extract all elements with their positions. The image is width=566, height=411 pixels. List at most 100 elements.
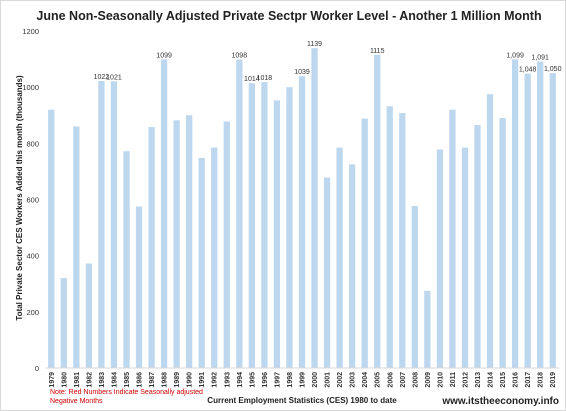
data-label-2005: 1115 xyxy=(370,48,385,55)
bar-1993 xyxy=(223,121,230,369)
x-tick-label: 2001 xyxy=(325,372,332,388)
bar-1999 xyxy=(298,76,306,369)
y-axis-label: Total Private Sector CES Workers Added t… xyxy=(15,75,24,321)
x-tick-label: 2003 xyxy=(350,372,357,388)
bar-2007 xyxy=(399,113,406,368)
note-line-1: Note: Red Numbers Indicate Seasonally ad… xyxy=(50,389,203,396)
y-tick-label: 400 xyxy=(26,252,39,261)
bar-2018 xyxy=(537,61,544,369)
bar-2003 xyxy=(349,164,356,368)
x-tick-label: 1995 xyxy=(249,372,256,388)
x-tick-label: 2016 xyxy=(513,372,520,388)
data-label-2000: 1139 xyxy=(307,41,322,48)
x-tick-label: 1998 xyxy=(287,372,294,388)
y-tick-label: 1000 xyxy=(22,83,39,92)
note-line-2: Negative Months xyxy=(50,398,103,405)
bar-1984 xyxy=(110,81,118,369)
x-tick-label: 2005 xyxy=(375,372,382,388)
bar-1992 xyxy=(211,147,218,368)
data-label-1999: 1039 xyxy=(294,69,310,76)
x-tick-label: 1985 xyxy=(124,372,131,388)
x-tick-label: 1997 xyxy=(274,372,281,388)
x-tick-label: 1993 xyxy=(224,372,231,388)
bar-2005 xyxy=(374,54,381,369)
bar-2011 xyxy=(449,109,456,368)
bar-2000 xyxy=(311,48,318,368)
bar-1991 xyxy=(198,157,205,368)
y-tick-label: 0 xyxy=(35,364,39,373)
bar-2001 xyxy=(323,177,331,368)
bar-2016 xyxy=(511,59,519,369)
y-tick-label: 1200 xyxy=(22,27,39,36)
bar-1996 xyxy=(261,82,268,369)
x-tick-label: 2012 xyxy=(462,372,469,388)
bar-2006 xyxy=(386,106,393,368)
x-tick-label: 2011 xyxy=(450,372,457,387)
data-label-1995: 1014 xyxy=(244,76,260,83)
x-tick-label: 1986 xyxy=(137,372,144,388)
bar-2013 xyxy=(474,125,481,368)
x-tick-label: 1981 xyxy=(74,372,81,388)
bar-1988 xyxy=(160,59,168,369)
bar-1985 xyxy=(123,151,130,368)
y-tick-label: 200 xyxy=(26,308,39,317)
bar-1983 xyxy=(98,80,105,369)
bar-1980 xyxy=(60,278,67,368)
x-tick-label: 2014 xyxy=(488,372,495,388)
bar-2004 xyxy=(361,118,368,369)
bar-1990 xyxy=(186,115,193,368)
x-tick-label: 1991 xyxy=(199,372,206,388)
data-label-1996: 1018 xyxy=(257,75,273,82)
x-tick-label: 1987 xyxy=(149,372,156,388)
data-label-2016: 1,099 xyxy=(506,52,524,59)
x-tick-label: 1979 xyxy=(49,372,56,388)
x-tick-label: 1992 xyxy=(212,372,219,388)
x-tick-label: 1982 xyxy=(86,372,93,388)
bar-1982 xyxy=(85,263,93,368)
x-tick-label: 2019 xyxy=(550,372,557,388)
x-tick-label: 2015 xyxy=(500,372,507,388)
x-tick-label: 2009 xyxy=(425,372,432,388)
bar-2017 xyxy=(524,73,531,368)
data-label-1984: 1021 xyxy=(106,74,122,81)
x-tick-label: 1999 xyxy=(300,372,307,388)
bar-1997 xyxy=(273,100,281,369)
bar-1986 xyxy=(135,206,143,368)
website-label: www.itstheeconomy.info xyxy=(441,396,559,407)
bar-1989 xyxy=(173,120,180,368)
x-tick-label: 1988 xyxy=(162,372,169,388)
y-tick-label: 800 xyxy=(26,139,39,148)
bar-1981 xyxy=(73,126,80,368)
x-tick-label: 1983 xyxy=(99,372,106,388)
x-axis-label: Current Employment Statistics (CES) 1980… xyxy=(207,396,397,405)
x-tick-label: 2017 xyxy=(525,372,532,388)
y-tick-label: 600 xyxy=(26,196,39,205)
data-label-1988: 1099 xyxy=(156,52,172,59)
bar-2014 xyxy=(486,94,494,368)
data-label-1994: 1098 xyxy=(232,53,248,60)
x-tick-label: 2008 xyxy=(412,372,419,388)
bar-2010 xyxy=(436,149,444,368)
plot-area: 0 200 400 600 800 1000 1200 1979 1980 1981 1982 198… xyxy=(22,27,561,388)
x-tick-label: 1990 xyxy=(187,372,194,388)
x-tick-label: 2006 xyxy=(387,372,394,388)
bar-2012 xyxy=(461,147,469,368)
x-tick-label: 2010 xyxy=(437,372,444,388)
x-tick-label: 2018 xyxy=(538,372,545,388)
data-label-2018: 1,091 xyxy=(531,55,549,62)
chart-title: June Non-Seasonally Adjusted Private Sec… xyxy=(36,9,541,23)
x-tick-label: 2007 xyxy=(400,372,407,388)
x-tick-label: 2000 xyxy=(312,372,319,388)
bar-1995 xyxy=(248,83,255,369)
bar-2015 xyxy=(499,118,506,368)
bar-1987 xyxy=(148,127,155,368)
data-label-2017: 1,048 xyxy=(519,67,537,74)
x-tick-label: 1980 xyxy=(61,372,68,388)
bar-1998 xyxy=(286,87,293,369)
x-tick-label: 2004 xyxy=(362,372,369,388)
bar-1979 xyxy=(48,109,55,368)
x-tick-label: 2002 xyxy=(337,372,344,388)
bar-2009 xyxy=(424,290,431,368)
